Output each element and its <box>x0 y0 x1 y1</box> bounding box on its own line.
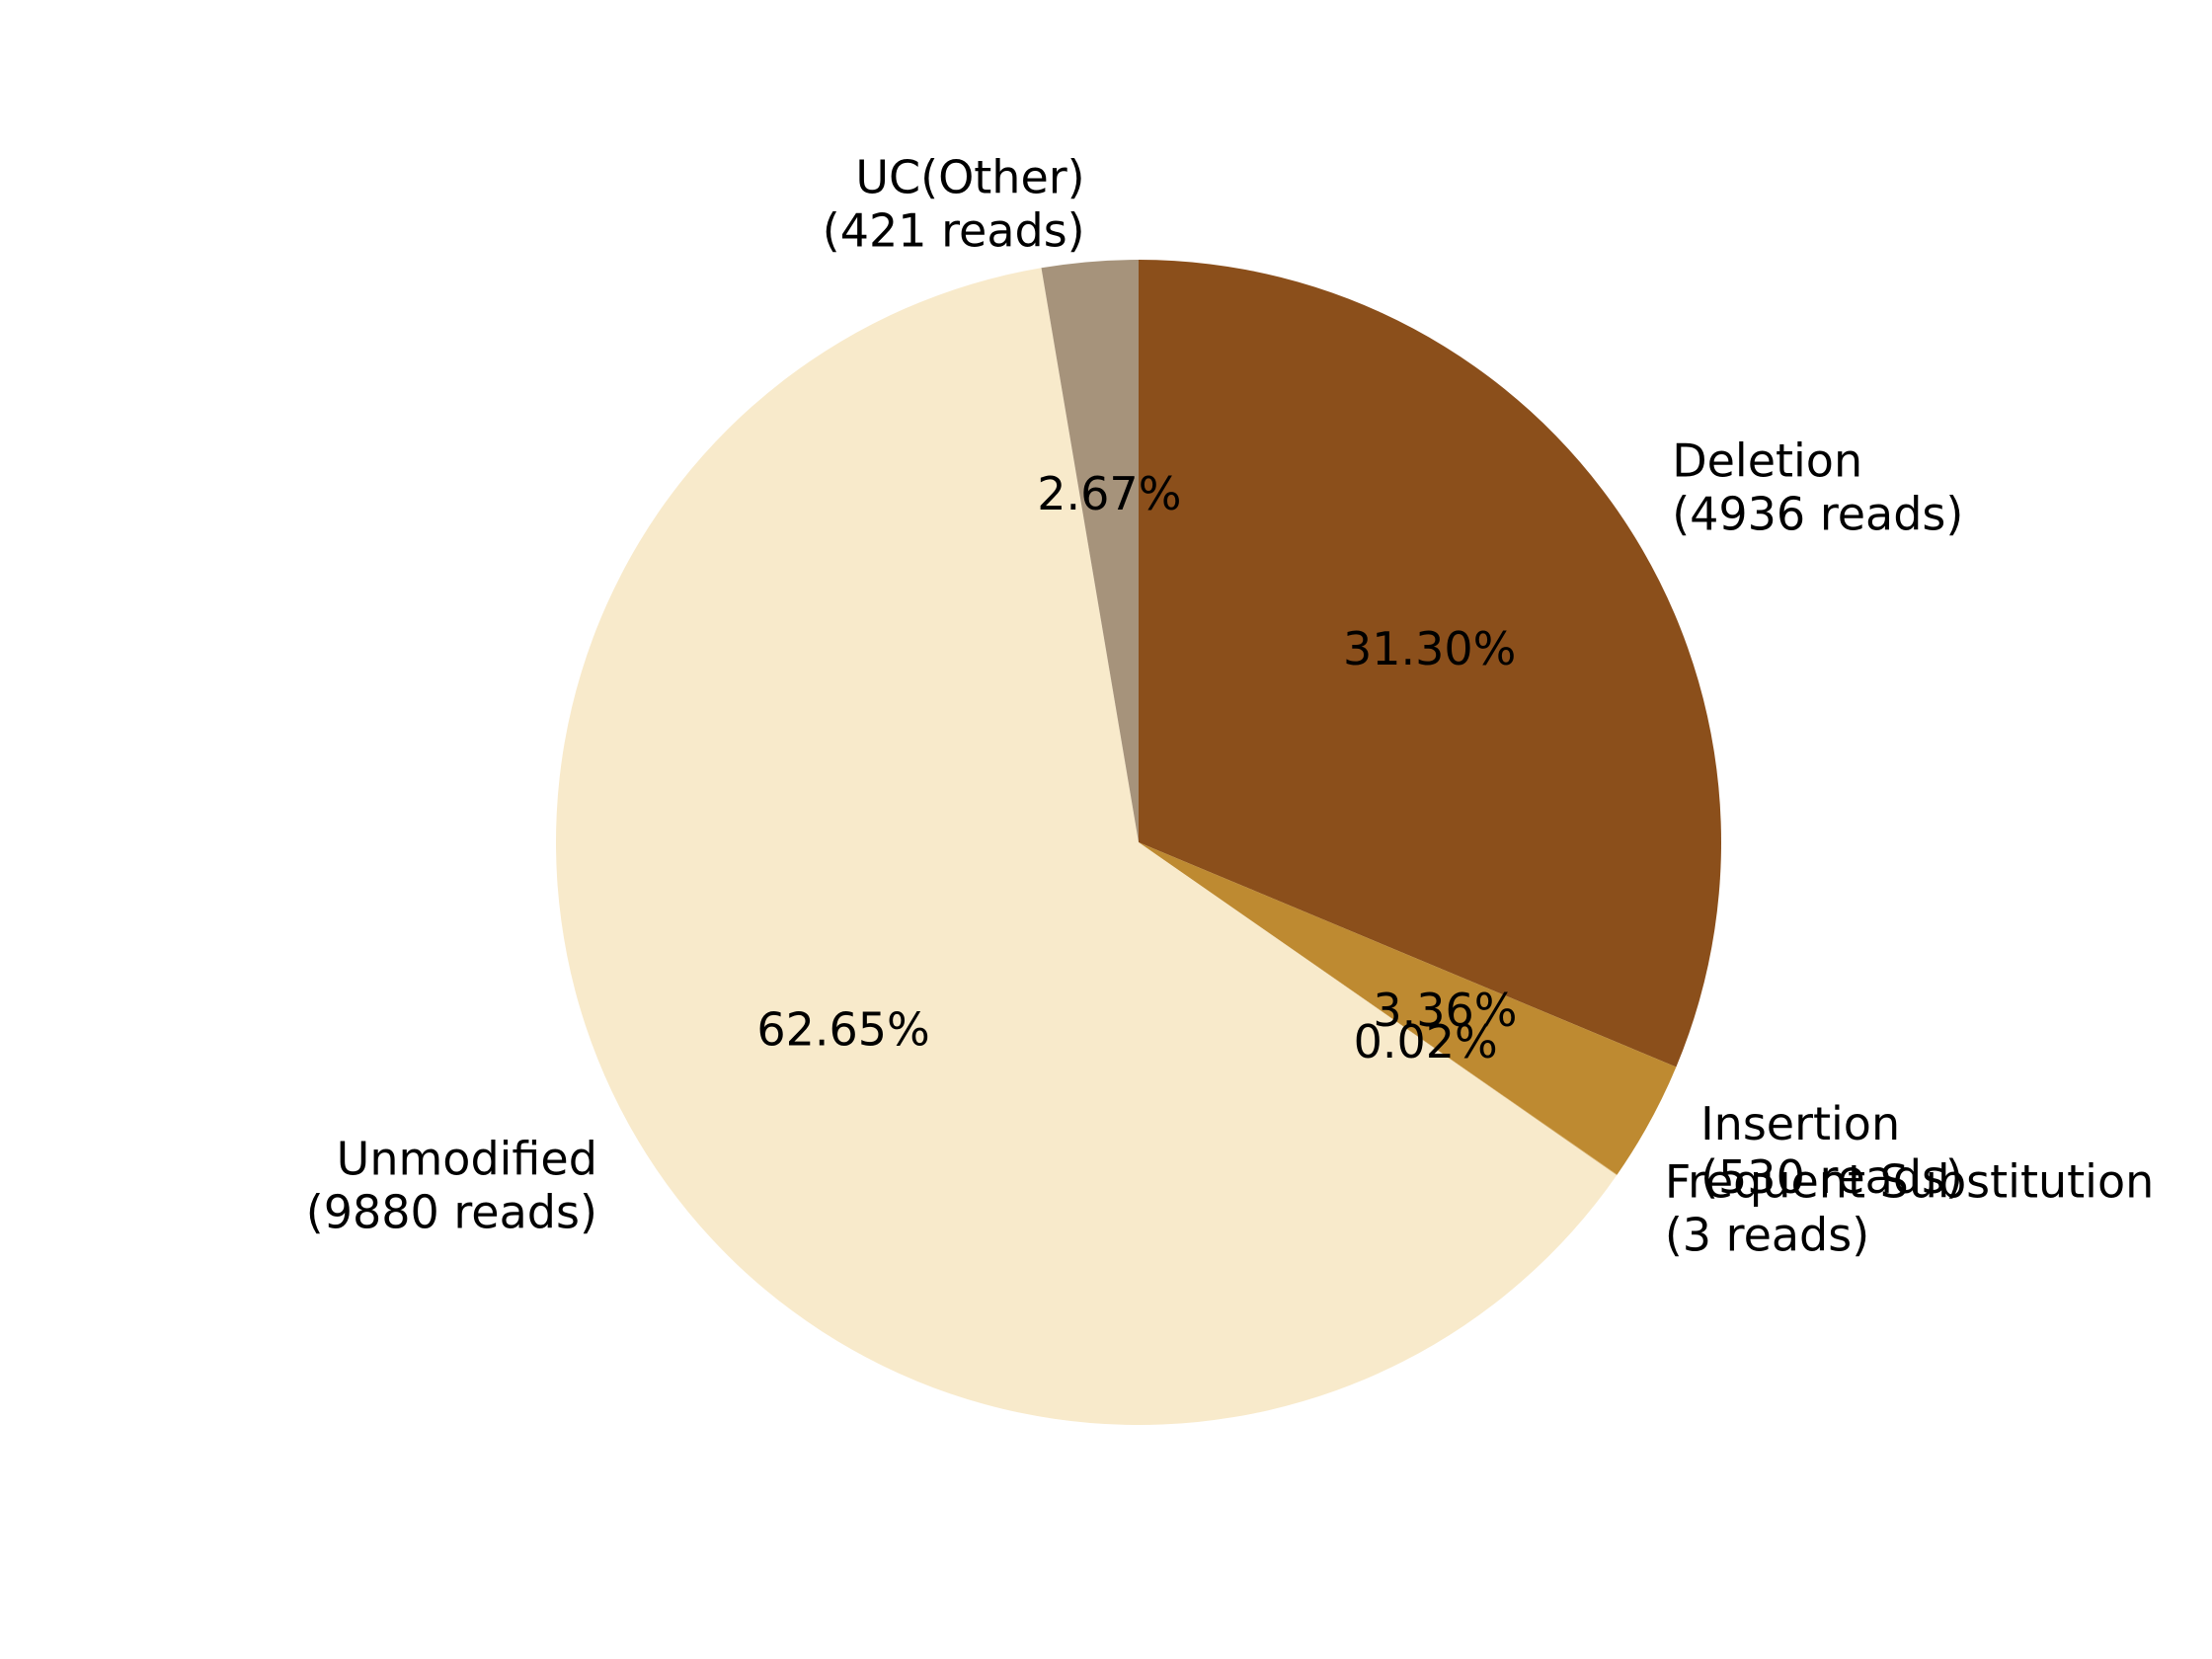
slice-name: Deletion <box>1672 434 1862 487</box>
percent-label-deletion: 31.30% <box>1343 622 1516 675</box>
slice-reads: (530 reads) <box>1700 1150 1963 1204</box>
pie-slices <box>556 260 1721 1425</box>
slice-reads: (421 reads) <box>823 203 1085 257</box>
pie-slice-uc-other <box>1041 260 1139 842</box>
slice-reads: (4936 reads) <box>1672 487 1963 540</box>
slice-name: UC(Other) <box>855 150 1084 203</box>
percent-label-uc-other: 2.67% <box>1037 467 1181 520</box>
slice-label-uc-other: UC(Other) (421 reads) <box>823 150 1085 257</box>
slice-label-deletion: Deletion (4936 reads) <box>1672 434 1963 540</box>
pie-slice-deletion <box>1139 260 1721 1067</box>
slice-name: Unmodified <box>337 1133 597 1186</box>
percent-label-insertion: 3.36% <box>1373 984 1517 1037</box>
slice-reads: (3 reads) <box>1665 1209 1869 1262</box>
slice-name: Insertion <box>1700 1097 1900 1150</box>
pie-slice-unmodified <box>556 268 1618 1425</box>
pie-labels: 31.30% Deletion (4936 reads) 3.36% Insertion… <box>306 150 2154 1261</box>
slice-label-insertion: Insertion (530 reads) <box>1700 1097 1963 1204</box>
pie-slice-frequent-substitution <box>1139 842 1618 1176</box>
percent-label-frequent-substitution: 0.02% <box>1354 1015 1498 1068</box>
slice-name: Frequent Substitution <box>1665 1155 2154 1209</box>
pie-slice-insertion <box>1139 842 1677 1175</box>
percent-label-unmodified: 62.65% <box>756 1003 929 1057</box>
slice-label-frequent-substitution: Frequent Substitution (3 reads) <box>1665 1155 2154 1262</box>
slice-label-unmodified: Unmodified (9880 reads) <box>306 1133 597 1239</box>
slice-reads: (9880 reads) <box>306 1186 597 1239</box>
